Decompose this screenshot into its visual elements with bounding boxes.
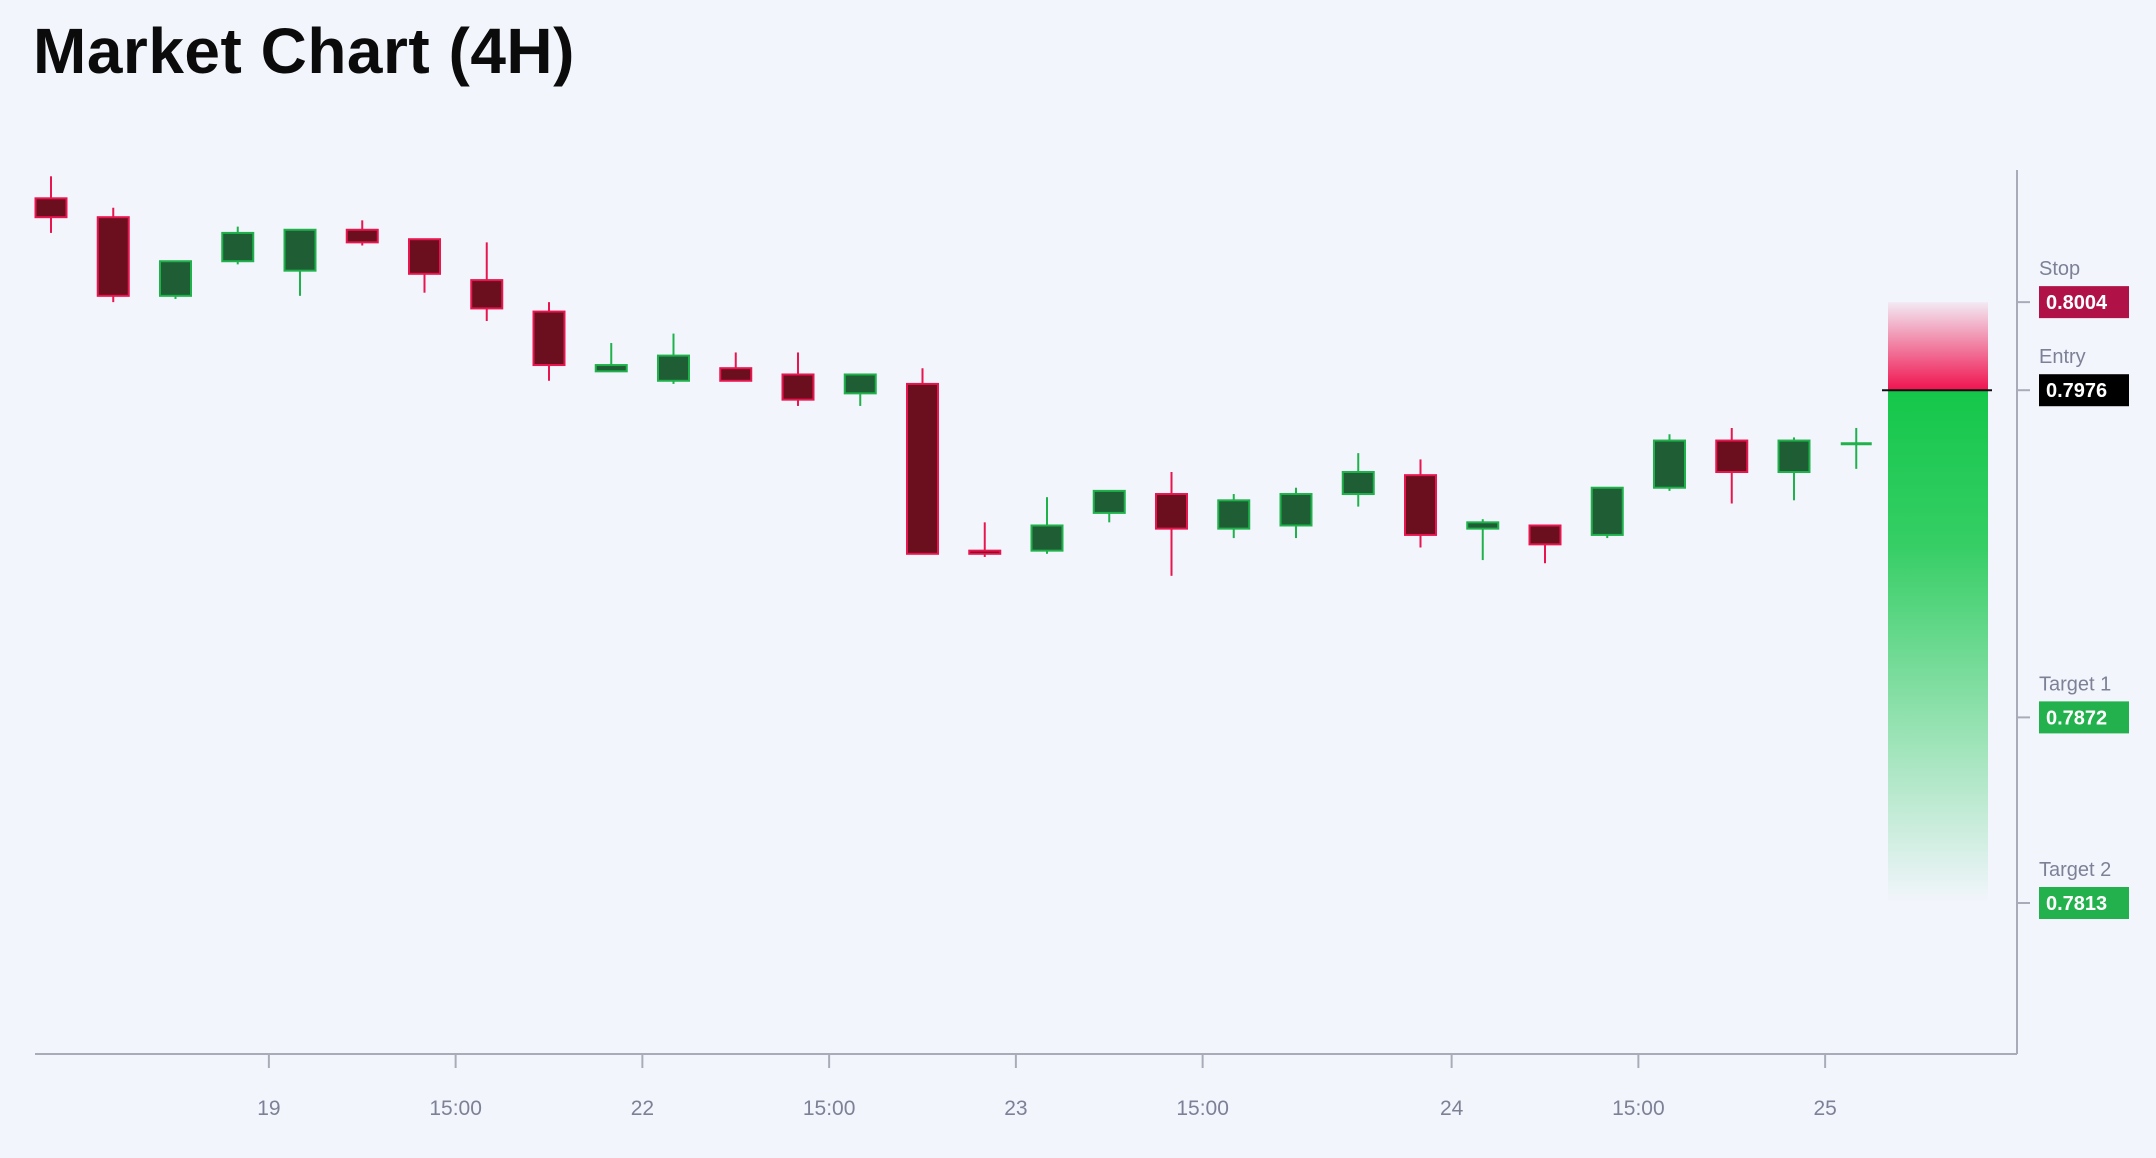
candle-down xyxy=(96,207,130,303)
candle-body xyxy=(34,197,68,219)
axes: 19 15:00 22 15:00 23 15:00 24 15:00 25 xyxy=(35,170,2018,1120)
page-title: Market Chart (4H) xyxy=(33,15,575,87)
candle-body xyxy=(1155,493,1188,530)
x-tick-label: 22 xyxy=(631,1097,654,1120)
candle-body xyxy=(1653,439,1686,489)
candle-body xyxy=(594,364,628,373)
candle-down xyxy=(408,238,441,293)
candle-down xyxy=(1404,459,1437,548)
x-tick-label: 15:00 xyxy=(1176,1097,1229,1120)
level-badge xyxy=(2039,286,2129,319)
level-value: 0.7976 xyxy=(2046,380,2107,402)
candle-down xyxy=(968,522,1002,557)
level-value: 0.7872 xyxy=(2046,707,2107,729)
x-tick-label: 25 xyxy=(1813,1097,1836,1120)
candle-body xyxy=(470,279,504,310)
candle-up xyxy=(221,226,255,265)
level-badge xyxy=(2039,374,2129,407)
level-target-1: Target 1 0.7872 xyxy=(2017,673,2129,734)
level-value: 0.8004 xyxy=(2046,292,2108,314)
candle-body xyxy=(159,260,192,297)
candle-body xyxy=(1777,439,1811,474)
level-entry: Entry 0.7976 xyxy=(1882,346,2129,407)
candle-down xyxy=(532,302,566,381)
candle-down xyxy=(470,242,504,322)
candle-body xyxy=(1404,474,1437,536)
candle-up xyxy=(1217,494,1251,539)
candle-body xyxy=(1341,471,1375,496)
candle-up xyxy=(1653,434,1686,491)
candle-up xyxy=(159,260,192,299)
candle-body xyxy=(1092,489,1126,514)
candle-down xyxy=(781,352,815,406)
level-badge xyxy=(2039,701,2129,734)
candle-up xyxy=(1030,497,1064,554)
candles xyxy=(34,176,1872,576)
candle-body xyxy=(657,354,690,382)
candle-body xyxy=(408,238,441,275)
candle-up xyxy=(1840,427,1872,469)
candle-body xyxy=(1217,499,1251,530)
level-name: Stop xyxy=(2039,258,2080,280)
reward-zone xyxy=(1888,390,1988,903)
candle-down xyxy=(906,368,939,555)
candle-down xyxy=(34,176,68,233)
candle-down xyxy=(1155,472,1188,576)
risk-zone xyxy=(1888,302,1988,391)
candle-body xyxy=(345,228,379,244)
candle-body xyxy=(719,367,753,382)
candle-body xyxy=(968,549,1002,555)
candle-down xyxy=(345,220,379,246)
candle-body xyxy=(221,231,255,263)
level-badge xyxy=(2039,886,2129,919)
candle-body xyxy=(1590,486,1624,536)
candle-body xyxy=(1030,524,1064,552)
candle-up xyxy=(283,228,317,296)
candle-up xyxy=(1092,489,1126,523)
candle-body xyxy=(1279,493,1313,527)
trade-zones xyxy=(1888,302,1988,903)
candle-body xyxy=(1528,524,1562,546)
x-tick-label: 15:00 xyxy=(429,1097,482,1120)
candle-down xyxy=(719,352,753,382)
x-tick-label: 15:00 xyxy=(803,1097,856,1120)
x-tick-label: 15:00 xyxy=(1612,1097,1665,1120)
level-target-2: Target 2 0.7813 xyxy=(2017,859,2129,919)
candle-body xyxy=(781,373,815,401)
candle-body xyxy=(96,216,130,297)
candle-up xyxy=(843,373,877,406)
candle-up xyxy=(1466,519,1500,561)
level-name: Target 2 xyxy=(2039,859,2111,881)
candle-down xyxy=(1528,524,1562,564)
candle-up xyxy=(1341,453,1375,507)
candle-up xyxy=(657,333,690,384)
candle-up xyxy=(1777,437,1811,501)
candle-up xyxy=(1279,487,1313,539)
candle-body xyxy=(1715,439,1749,474)
candle-body xyxy=(1466,521,1500,530)
x-tick-label: 24 xyxy=(1440,1097,1464,1120)
candle-body xyxy=(532,310,566,367)
candle-body xyxy=(906,382,939,555)
level-name: Target 1 xyxy=(2039,673,2111,695)
candle-down xyxy=(1715,427,1749,504)
level-stop: Stop 0.8004 xyxy=(2017,258,2129,319)
candle-body xyxy=(843,373,877,395)
candle-body xyxy=(283,228,317,272)
candle-up xyxy=(1590,486,1624,539)
level-name: Entry xyxy=(2039,346,2086,368)
x-tick-label: 19 xyxy=(257,1097,280,1120)
level-value: 0.7813 xyxy=(2046,893,2107,915)
x-tick-label: 23 xyxy=(1004,1097,1027,1120)
candle-up xyxy=(594,343,628,373)
